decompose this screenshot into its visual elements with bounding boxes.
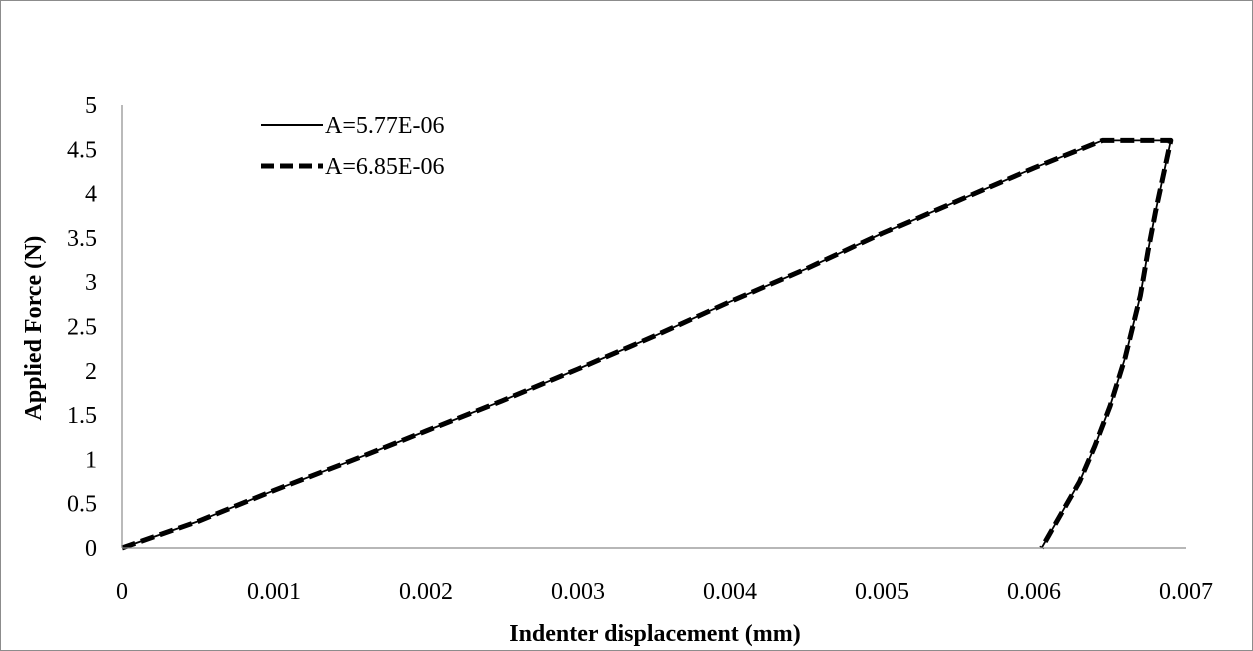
series-line-solid [121,139,1172,549]
x-tick-label: 0.005 [855,579,909,605]
y-axis-title: Applied Force (N) [21,236,47,421]
y-tick-label: 3 [85,270,97,296]
legend-label-1: A=5.77E-06 [325,113,445,139]
x-tick-label: 0.003 [551,579,605,605]
x-axis-title: Indenter displacement (mm) [509,621,801,647]
y-tick-label: 3.5 [67,226,97,252]
x-tick-label: 0.007 [1159,579,1213,605]
y-tick-label: 1 [85,447,97,473]
series-layer [121,137,1174,551]
y-tick-label: 1.5 [67,403,97,429]
y-tick-label: 2.5 [67,315,97,341]
x-tick-label: 0.002 [399,579,453,605]
x-tick-labels: 0 0.001 0.002 0.003 0.004 0.005 0.006 0.007 [116,579,1213,605]
y-tick-labels: 0 0.5 1 1.5 2 2.5 3 3.5 4 4.5 5 [67,93,97,562]
y-tick-label: 2 [85,359,97,385]
y-tick-label: 4.5 [67,137,97,163]
x-tick-label: 0.004 [703,579,757,605]
legend: A=5.77E-06 A=6.85E-06 [261,113,445,180]
x-tick-label: 0 [116,579,128,605]
legend-label-2: A=6.85E-06 [325,154,445,180]
y-tick-label: 0.5 [67,492,97,518]
y-tick-label: 4 [85,182,97,208]
series-line-dashed [121,137,1174,551]
x-tick-label: 0.001 [247,579,301,605]
y-tick-label: 0 [85,536,97,562]
y-tick-label: 5 [85,93,97,119]
x-tick-label: 0.006 [1007,579,1061,605]
